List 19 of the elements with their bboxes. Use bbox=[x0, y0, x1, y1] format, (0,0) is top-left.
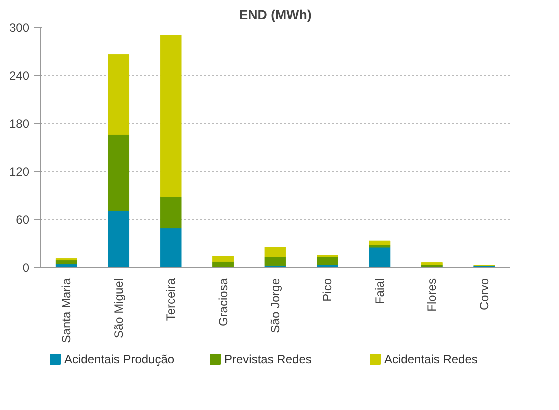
x-tick-label: Terceira bbox=[164, 278, 178, 322]
y-tick-label: 0 bbox=[22, 261, 30, 275]
x-tick-label: Graciosa bbox=[216, 278, 230, 327]
x-tick-label: São Miguel bbox=[112, 278, 126, 339]
x-tick-label: Corvo bbox=[477, 278, 492, 311]
legend-label: Acidentais Redes bbox=[384, 352, 478, 366]
x-tick-label: Pico bbox=[320, 278, 335, 302]
x-tick-label: Flores bbox=[425, 278, 440, 312]
y-tick-label: 240 bbox=[9, 69, 30, 83]
legend-label: Acidentais Produção bbox=[64, 352, 175, 366]
x-tick-label: São Jorge bbox=[268, 278, 282, 334]
y-tick-label: 180 bbox=[9, 117, 30, 131]
y-tick-label: 120 bbox=[9, 165, 30, 179]
y-tick-label: 300 bbox=[9, 21, 30, 35]
legend-label: Previstas Redes bbox=[224, 352, 312, 366]
x-tick-label: Faial bbox=[372, 278, 387, 305]
y-tick-label: 60 bbox=[16, 213, 30, 227]
chart-title: END (MWh) bbox=[239, 8, 312, 22]
x-tick-label: Santa Maria bbox=[60, 278, 74, 344]
